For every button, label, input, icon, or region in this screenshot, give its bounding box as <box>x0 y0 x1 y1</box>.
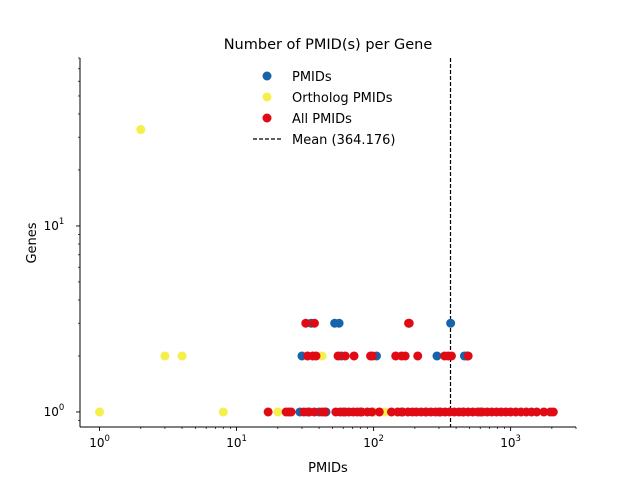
point-all-pmids <box>404 318 414 328</box>
point-ortholog-pmids <box>177 351 187 361</box>
legend-label-ortholog-pmids: Ortholog PMIDs <box>292 91 393 106</box>
point-pmids <box>334 318 344 328</box>
point-ortholog-pmids <box>218 407 228 417</box>
x-tick-label: 102 <box>363 434 384 450</box>
point-all-pmids <box>349 351 359 361</box>
legend-marker-pmids <box>262 71 272 81</box>
legend-label-pmids: PMIDs <box>292 70 332 85</box>
point-all-pmids <box>539 407 549 417</box>
point-all-pmids <box>532 407 542 417</box>
point-all-pmids <box>333 351 343 361</box>
point-all-pmids <box>463 351 473 361</box>
point-ortholog-pmids <box>136 125 146 135</box>
point-all-pmids <box>386 407 396 417</box>
y-tick-label: 100 <box>44 403 65 419</box>
point-all-pmids <box>301 318 311 328</box>
point-all-pmids <box>548 407 558 417</box>
point-ortholog-pmids <box>95 407 105 417</box>
point-all-pmids <box>311 351 321 361</box>
point-ortholog-pmids <box>273 407 283 417</box>
x-tick-label: 101 <box>226 434 247 450</box>
x-tick-label: 103 <box>500 434 521 450</box>
point-all-pmids <box>320 407 330 417</box>
point-all-pmids <box>340 351 350 361</box>
point-all-pmids <box>413 351 423 361</box>
y-axis-label: Genes <box>25 222 40 263</box>
point-all-pmids <box>374 407 384 417</box>
point-all-pmids <box>286 407 296 417</box>
point-all-pmids <box>446 351 456 361</box>
point-pmids <box>432 351 442 361</box>
legend: PMIDs Ortholog PMIDs All PMIDs Mean (364… <box>253 70 395 148</box>
chart-title: Number of PMID(s) per Gene <box>224 37 433 53</box>
point-pmids <box>446 318 456 328</box>
point-all-pmids <box>309 318 319 328</box>
legend-marker-ortholog-pmids <box>262 92 272 102</box>
legend-label-all-pmids: All PMIDs <box>292 112 352 127</box>
legend-label-mean: Mean (364.176) <box>292 133 395 148</box>
y-tick-label: 101 <box>44 217 65 233</box>
point-all-pmids <box>367 407 377 417</box>
point-all-pmids <box>400 351 410 361</box>
x-axis-label: PMIDs <box>308 461 348 476</box>
point-all-pmids <box>263 407 273 417</box>
point-all-pmids <box>367 351 377 361</box>
x-tick-label: 100 <box>89 434 110 450</box>
legend-marker-all-pmids <box>262 113 272 123</box>
point-ortholog-pmids <box>160 351 170 361</box>
point-all-pmids <box>309 407 319 417</box>
